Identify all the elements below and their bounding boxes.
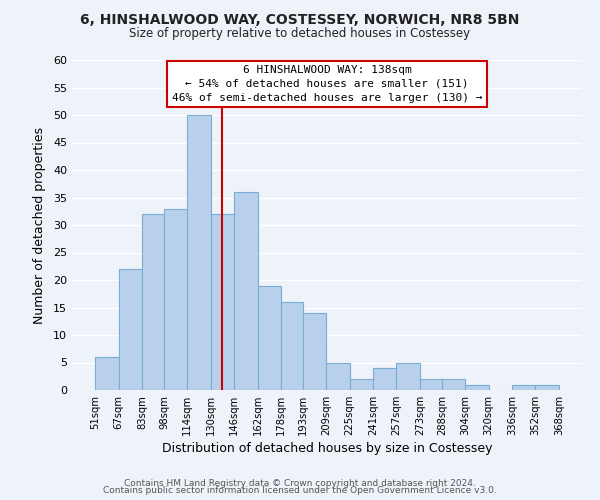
Bar [303, 313, 326, 390]
Bar [234, 192, 257, 390]
Bar [397, 362, 420, 390]
Bar [326, 362, 350, 390]
Bar [95, 357, 119, 390]
Bar [465, 384, 488, 390]
Bar [257, 286, 281, 390]
Bar [442, 379, 465, 390]
Bar [164, 208, 187, 390]
Text: 6, HINSHALWOOD WAY, COSTESSEY, NORWICH, NR8 5BN: 6, HINSHALWOOD WAY, COSTESSEY, NORWICH, … [80, 12, 520, 26]
Bar [535, 384, 559, 390]
Bar [119, 269, 142, 390]
Bar [281, 302, 303, 390]
Bar [211, 214, 234, 390]
Text: Contains public sector information licensed under the Open Government Licence v3: Contains public sector information licen… [103, 486, 497, 495]
Text: 6 HINSHALWOOD WAY: 138sqm
← 54% of detached houses are smaller (151)
46% of semi: 6 HINSHALWOOD WAY: 138sqm ← 54% of detac… [172, 65, 482, 103]
Bar [350, 379, 373, 390]
Bar [187, 115, 211, 390]
Bar [142, 214, 164, 390]
Bar [420, 379, 442, 390]
X-axis label: Distribution of detached houses by size in Costessey: Distribution of detached houses by size … [162, 442, 492, 455]
Bar [512, 384, 535, 390]
Text: Size of property relative to detached houses in Costessey: Size of property relative to detached ho… [130, 28, 470, 40]
Bar [373, 368, 397, 390]
Text: Contains HM Land Registry data © Crown copyright and database right 2024.: Contains HM Land Registry data © Crown c… [124, 478, 476, 488]
Y-axis label: Number of detached properties: Number of detached properties [33, 126, 46, 324]
